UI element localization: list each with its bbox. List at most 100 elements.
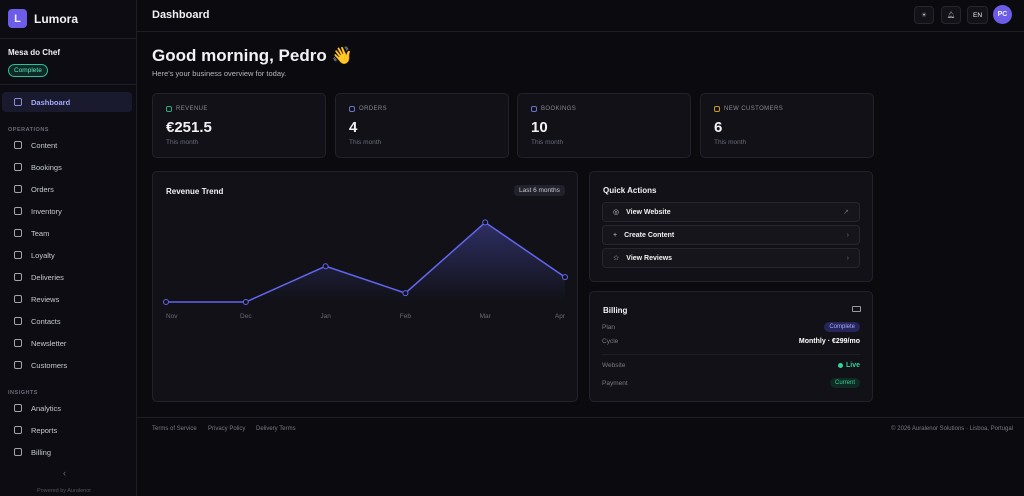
icon bbox=[14, 163, 22, 171]
stat-value: 6 bbox=[714, 119, 723, 136]
nav-label: Billing bbox=[31, 447, 52, 457]
icon bbox=[166, 106, 172, 112]
nav-item[interactable]: Analytics bbox=[2, 398, 132, 418]
action-button[interactable]: ☆ View Reviews › bbox=[602, 248, 860, 268]
nav-label: Orders bbox=[31, 184, 54, 194]
area bbox=[166, 222, 565, 302]
logo[interactable]: L bbox=[8, 9, 27, 28]
billing-value: Live bbox=[837, 362, 860, 369]
chart-title: Revenue Trend bbox=[166, 187, 224, 196]
stat-period: This month bbox=[531, 139, 564, 146]
section-label: OPERATIONS bbox=[8, 127, 49, 133]
nav-item[interactable]: Content bbox=[2, 135, 132, 155]
billing-row: Plan Complete bbox=[602, 322, 860, 332]
stat-period: This month bbox=[166, 139, 199, 146]
icon bbox=[14, 185, 22, 193]
billing-value: Current bbox=[829, 378, 860, 388]
billing-value: Monthly · €299/mo bbox=[799, 338, 860, 345]
icon: ◎ bbox=[613, 209, 620, 216]
nav-label: Customers bbox=[31, 360, 68, 370]
point bbox=[163, 299, 169, 305]
stat-label: BOOKINGS bbox=[531, 106, 576, 112]
nav-label: Reviews bbox=[31, 294, 60, 304]
footer-link[interactable]: Delivery Terms bbox=[256, 426, 296, 432]
top-bar: Dashboard ☀ 🔔︎ EN PC bbox=[137, 0, 1024, 32]
nav-item[interactable]: Newsletter bbox=[2, 333, 132, 353]
nav-label: Inventory bbox=[31, 206, 62, 216]
stat-card: BOOKINGS 10 This month bbox=[517, 93, 691, 158]
nav-label: Analytics bbox=[31, 403, 62, 413]
footer-link[interactable]: Terms of Service bbox=[152, 426, 197, 432]
sidebar-footer: Powered by Auralenor bbox=[37, 488, 92, 494]
status-badge: Complete bbox=[8, 64, 48, 77]
divider bbox=[602, 354, 860, 355]
nav-item[interactable]: Dashboard bbox=[2, 92, 132, 112]
stat-label-text: REVENUE bbox=[176, 106, 208, 112]
x-tick-label: Jan bbox=[320, 313, 331, 320]
nav-item[interactable]: Inventory bbox=[2, 201, 132, 221]
stat-card: NEW CUSTOMERS 6 This month bbox=[700, 93, 874, 158]
icon bbox=[14, 273, 22, 281]
nav-item[interactable]: Bookings bbox=[2, 157, 132, 177]
action-label: View Reviews bbox=[626, 254, 673, 262]
icon bbox=[14, 361, 22, 369]
greeting: Good morning, Pedro 👋 bbox=[152, 46, 353, 65]
nav-item[interactable]: Loyalty bbox=[2, 245, 132, 265]
icon bbox=[14, 251, 22, 259]
point bbox=[562, 274, 568, 281]
nav-item[interactable]: Team bbox=[2, 223, 132, 243]
point bbox=[402, 290, 409, 297]
x-tick-label: Dec bbox=[240, 313, 252, 320]
nav-item[interactable]: Customers bbox=[2, 355, 132, 375]
status-dot bbox=[837, 363, 843, 368]
nav-label: Loyalty bbox=[31, 250, 55, 260]
point bbox=[322, 263, 329, 270]
footer-link[interactable]: Privacy Policy bbox=[208, 426, 246, 432]
sidebar: L Lumora Mesa do Chef Complete Dashboard… bbox=[0, 0, 137, 496]
nav-item[interactable]: Billing bbox=[2, 442, 132, 462]
action-button[interactable]: ◎ View Website ↗ bbox=[602, 202, 860, 222]
action-label: Create Content bbox=[624, 231, 675, 239]
nav-item[interactable]: Reviews bbox=[2, 289, 132, 309]
chart: Nov Dec Jan Feb Mar Apr bbox=[163, 219, 568, 320]
point bbox=[242, 299, 249, 305]
icon bbox=[349, 106, 355, 112]
icon bbox=[14, 207, 22, 215]
stat-period: This month bbox=[349, 139, 382, 146]
stat-card: ORDERS 4 This month bbox=[335, 93, 509, 158]
billing-value: Complete bbox=[824, 322, 860, 332]
divider bbox=[0, 84, 136, 85]
stat-value: 4 bbox=[349, 119, 358, 136]
x-tick-label: Feb bbox=[400, 313, 412, 320]
billing-row: Website Live bbox=[602, 362, 860, 369]
stat-label: NEW CUSTOMERS bbox=[714, 106, 783, 112]
collapse-button[interactable]: ‹ bbox=[63, 468, 66, 478]
icon bbox=[14, 229, 22, 237]
nav-item[interactable]: Orders bbox=[2, 179, 132, 199]
chevron: › bbox=[846, 254, 849, 262]
notifications[interactable]: 🔔︎ bbox=[941, 6, 961, 24]
range-badge[interactable]: Last 6 months bbox=[514, 185, 565, 196]
billing-row: Cycle Monthly · €299/mo bbox=[602, 338, 860, 345]
nav-item[interactable]: Contacts bbox=[2, 311, 132, 331]
icon: ☆ bbox=[613, 255, 620, 262]
chevron: › bbox=[846, 231, 849, 239]
billing-value-text: Monthly · €299/mo bbox=[798, 338, 860, 345]
icon bbox=[714, 106, 720, 112]
action-button[interactable]: + Create Content › bbox=[602, 225, 860, 245]
icon bbox=[14, 141, 22, 149]
nav-item[interactable]: Reports bbox=[2, 420, 132, 440]
billing-icon[interactable] bbox=[852, 306, 861, 312]
theme-toggle[interactable]: ☀ bbox=[914, 6, 934, 24]
stat-card: REVENUE €251.5 This month bbox=[152, 93, 326, 158]
divider bbox=[0, 38, 136, 39]
nav-item[interactable]: Deliveries bbox=[2, 267, 132, 287]
card-title: Quick Actions bbox=[603, 186, 657, 195]
chevron: ↗ bbox=[843, 209, 849, 216]
avatar[interactable]: PC bbox=[993, 5, 1012, 24]
stat-period: This month bbox=[714, 139, 747, 146]
billing-label: Payment bbox=[602, 379, 628, 387]
language-button[interactable]: EN bbox=[967, 6, 988, 24]
chart-card: Revenue Trend Last 6 months Nov Dec Jan Feb… bbox=[152, 171, 578, 402]
